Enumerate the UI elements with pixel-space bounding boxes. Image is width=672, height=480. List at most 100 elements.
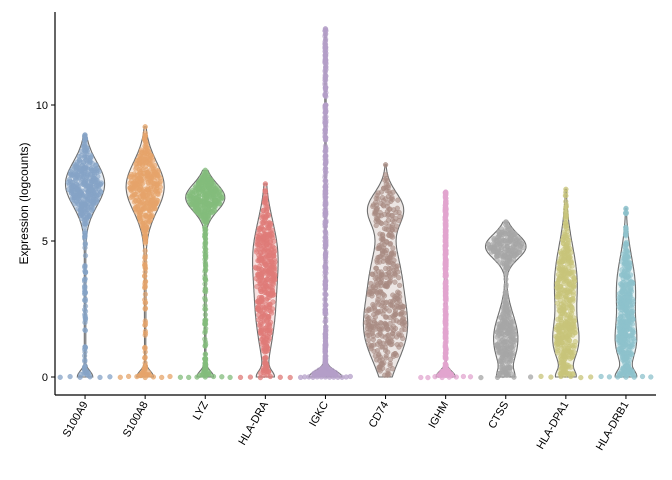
data-point — [135, 208, 142, 214]
data-point — [271, 238, 277, 244]
data-point — [322, 297, 328, 303]
data-point — [383, 162, 389, 168]
data-point — [560, 362, 566, 368]
data-point — [398, 311, 404, 317]
data-point — [509, 248, 515, 255]
data-point — [443, 195, 449, 201]
data-point — [623, 324, 629, 330]
data-point — [138, 166, 144, 172]
data-point — [443, 304, 449, 310]
data-point — [142, 124, 148, 130]
data-point — [378, 344, 384, 350]
data-point — [253, 275, 259, 282]
data-point — [259, 328, 265, 335]
data-point — [262, 365, 269, 371]
data-point — [142, 135, 148, 141]
data-point — [145, 160, 151, 166]
data-point — [393, 210, 399, 216]
data-point — [263, 343, 269, 349]
data-point — [400, 335, 406, 342]
data-point — [86, 213, 92, 219]
data-point — [68, 184, 75, 191]
violin-hla-dra — [237, 181, 293, 381]
data-point — [391, 250, 397, 256]
data-point — [204, 218, 210, 224]
data-point — [615, 323, 622, 329]
data-point — [382, 177, 388, 183]
violin-ighm — [418, 189, 474, 381]
data-point — [628, 279, 634, 285]
data-point — [210, 210, 216, 216]
data-point — [385, 337, 392, 343]
data-point — [322, 73, 328, 79]
data-point — [598, 373, 604, 380]
data-point — [378, 275, 385, 281]
data-point — [501, 322, 508, 328]
data-point — [203, 287, 209, 293]
violin-igkc — [298, 26, 353, 381]
data-point — [442, 280, 449, 286]
x-tick-label: HLA-DPA1 — [535, 400, 572, 452]
data-point — [375, 281, 381, 287]
data-point — [265, 272, 271, 278]
data-point — [131, 199, 138, 205]
data-point — [78, 176, 84, 182]
data-point — [623, 211, 629, 217]
data-point — [142, 261, 148, 268]
data-point — [569, 263, 575, 269]
data-point — [260, 240, 266, 246]
data-point — [380, 340, 386, 346]
data-point — [151, 172, 157, 178]
data-point — [374, 259, 380, 265]
data-point — [77, 207, 83, 213]
data-point — [322, 184, 328, 190]
data-point — [394, 223, 400, 229]
data-point — [396, 275, 402, 281]
points-hla-dra — [237, 181, 293, 381]
data-point — [65, 179, 71, 186]
data-point — [554, 350, 561, 356]
data-point — [494, 343, 501, 349]
data-point — [507, 364, 514, 371]
data-point — [142, 273, 148, 279]
data-point — [639, 373, 646, 380]
data-point — [323, 178, 329, 184]
data-point — [133, 182, 139, 188]
data-point — [443, 189, 449, 195]
data-point — [625, 294, 631, 301]
data-point — [392, 312, 398, 318]
data-point — [572, 326, 578, 333]
data-point — [67, 374, 73, 380]
data-point — [500, 313, 506, 320]
data-point — [159, 374, 165, 381]
data-point — [391, 267, 397, 273]
data-point — [478, 375, 484, 381]
data-point — [384, 372, 391, 378]
data-point — [625, 268, 631, 274]
data-point — [142, 355, 148, 361]
data-point — [367, 286, 373, 292]
data-point — [443, 250, 449, 257]
data-point — [425, 375, 431, 381]
data-point — [264, 200, 270, 206]
data-point — [383, 172, 389, 178]
data-point — [258, 320, 264, 326]
data-point — [620, 341, 626, 347]
data-point — [152, 162, 158, 169]
data-point — [322, 254, 329, 260]
data-point — [394, 318, 400, 324]
data-point — [622, 318, 628, 325]
data-point — [268, 292, 274, 298]
data-point — [443, 321, 449, 328]
data-point — [323, 217, 329, 224]
data-point — [564, 289, 570, 295]
data-point — [140, 159, 147, 165]
data-point — [389, 227, 396, 233]
data-point — [323, 56, 329, 63]
data-point — [326, 372, 332, 378]
data-point — [203, 306, 209, 312]
data-point — [511, 328, 518, 334]
data-point — [365, 337, 372, 343]
data-point — [190, 203, 196, 210]
